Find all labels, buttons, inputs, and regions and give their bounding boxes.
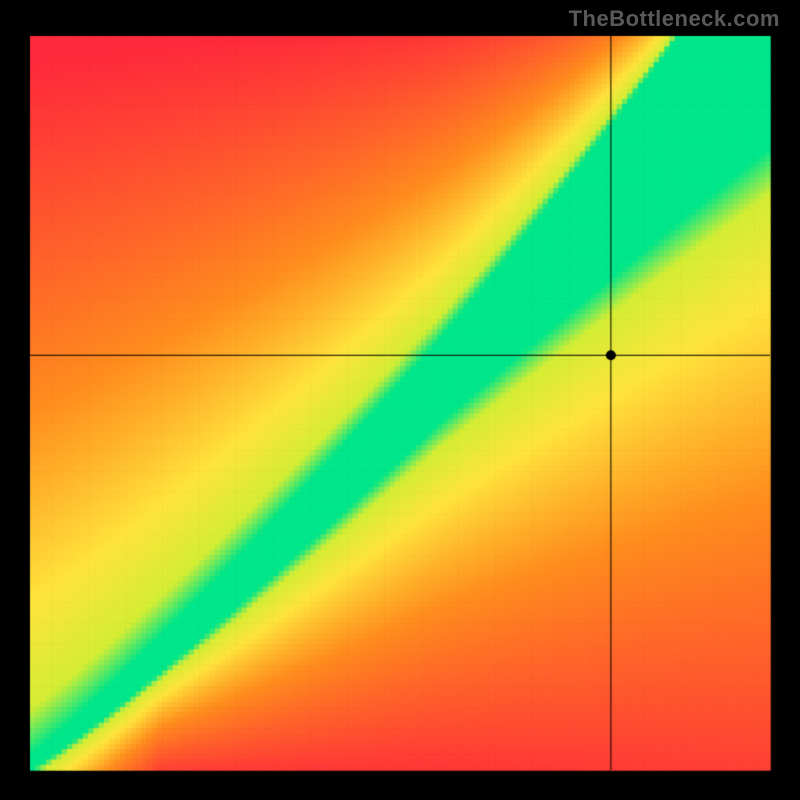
bottleneck-heatmap-canvas xyxy=(0,0,800,800)
watermark-text: TheBottleneck.com xyxy=(569,6,780,32)
chart-container: TheBottleneck.com xyxy=(0,0,800,800)
